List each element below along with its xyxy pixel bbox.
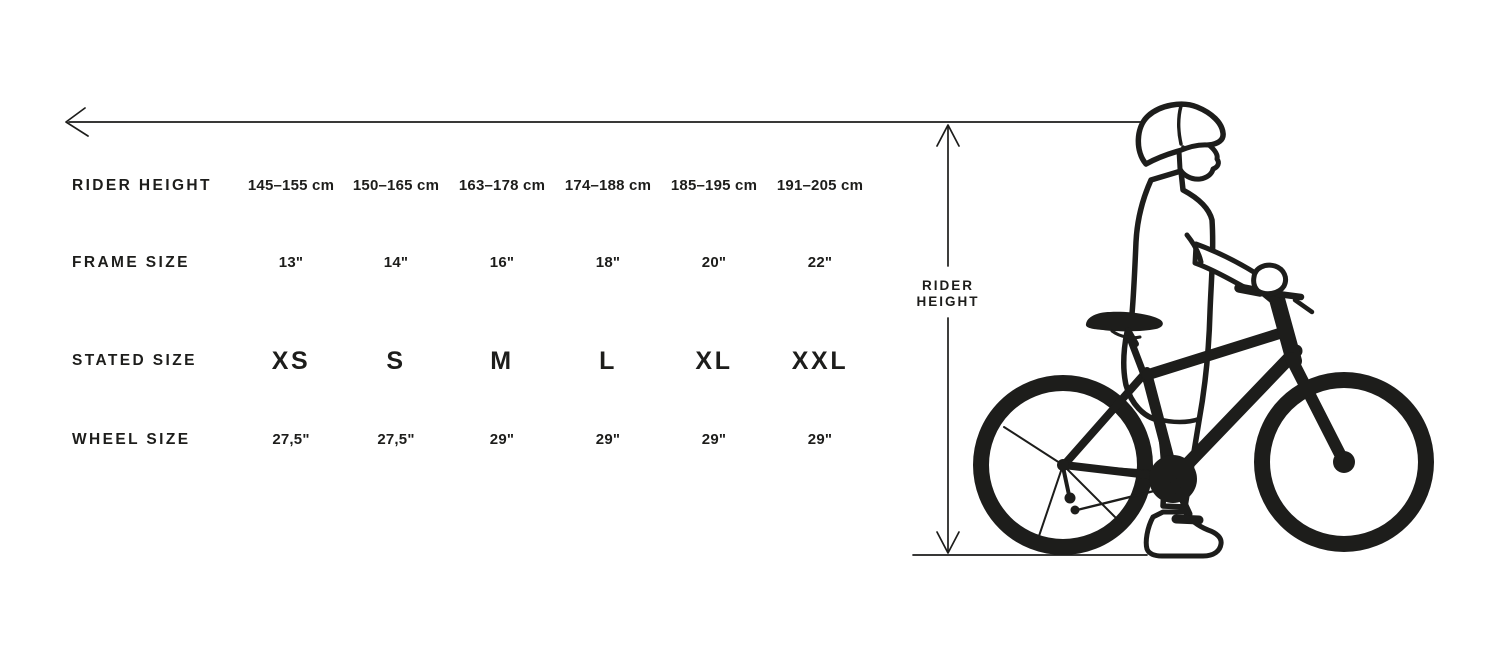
row-label-rider-height: RIDER HEIGHT xyxy=(72,177,212,194)
rider-height-value: 185–195 cm xyxy=(670,177,758,194)
arrow-up-down-icon xyxy=(936,124,960,554)
wheel-size-value: 29" xyxy=(701,431,727,448)
frame-size-value: 13" xyxy=(278,254,304,271)
wheel-size-value: 29" xyxy=(595,431,621,448)
frame-size-value: 20" xyxy=(701,254,727,271)
rider-height-value: 191–205 cm xyxy=(776,177,864,194)
stated-size-value: XL xyxy=(695,347,733,375)
rider-height-value: 145–155 cm xyxy=(247,177,335,194)
rider-height-value: 174–188 cm xyxy=(564,177,652,194)
stated-size-value: L xyxy=(599,347,617,375)
frame-size-value: 22" xyxy=(807,254,833,271)
stated-size-value: XXL xyxy=(791,347,849,375)
rider-height-value: 150–165 cm xyxy=(352,177,440,194)
wheel-size-value: 27,5" xyxy=(272,431,310,448)
stated-size-value: M xyxy=(490,347,514,375)
frame-size-value: 14" xyxy=(383,254,409,271)
arrow-left-icon xyxy=(65,107,1144,137)
rider-with-helmet-icon xyxy=(1121,101,1264,559)
wheel-size-value: 29" xyxy=(807,431,833,448)
stated-size-value: S xyxy=(386,347,406,375)
frame-size-value: 18" xyxy=(595,254,621,271)
rider-height-value: 163–178 cm xyxy=(458,177,546,194)
stated-size-value: XS xyxy=(271,347,311,375)
wheel-size-value: 27,5" xyxy=(377,431,415,448)
row-label-stated-size: STATED SIZE xyxy=(72,352,197,369)
wheel-size-value: 29" xyxy=(489,431,515,448)
rider-hand xyxy=(1251,262,1289,297)
rider-height-measure-label: RIDER HEIGHT xyxy=(916,278,980,309)
row-label-wheel-size: WHEEL SIZE xyxy=(72,431,191,448)
frame-size-value: 16" xyxy=(489,254,515,271)
row-label-frame-size: FRAME SIZE xyxy=(72,254,190,271)
